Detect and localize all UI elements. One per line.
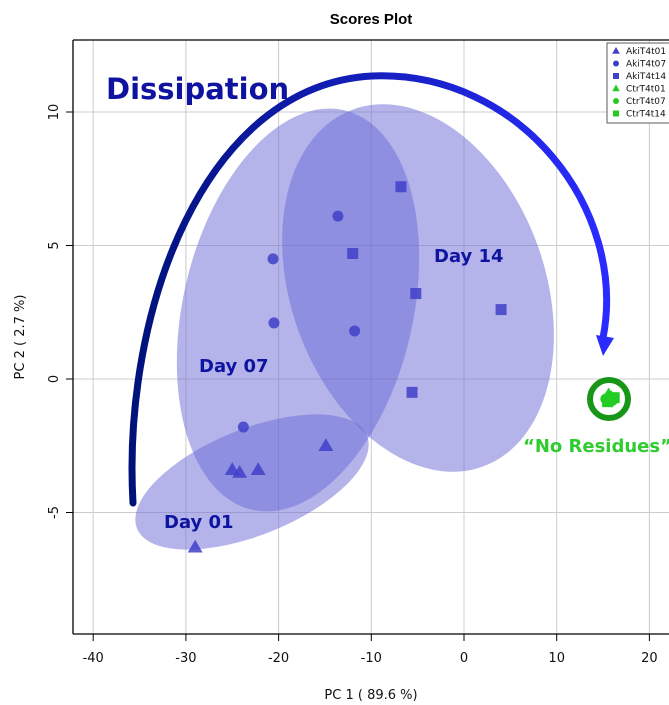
no-residues-annotation: “No Residues” (523, 436, 669, 457)
point-akit4t07 (349, 325, 361, 337)
point-akit4t01 (250, 462, 266, 476)
point-akit4t07 (267, 253, 279, 265)
legend-label-akit4t14: AkiT4t14 (626, 72, 666, 82)
legend: AkiT4t01 AkiT4t07 AkiT4t14 CtrT4t01 CtrT4t07… (606, 42, 669, 124)
point-ctrt4t14 (608, 392, 620, 404)
axis-ticks: -40 -30 -20 -10 0 10 20 -5 0 5 10 (47, 104, 658, 666)
no-residues-ring-circle (587, 377, 631, 421)
legend-marker-ctrt4t01 (612, 84, 620, 92)
ellipse-day14 (282, 104, 554, 472)
x-tick-label: 10 (548, 651, 565, 666)
point-akit4t07 (237, 421, 249, 433)
x-tick-label: -20 (268, 651, 289, 666)
chart-title: Scores Plot (330, 11, 413, 28)
legend-box (606, 42, 669, 124)
point-akit4t07 (332, 210, 344, 222)
day14-annotation: Day 14 (434, 246, 504, 267)
day01-annotation: Day 01 (164, 512, 234, 533)
day07-annotation: Day 07 (199, 356, 269, 377)
point-akit4t14 (406, 386, 418, 398)
point-akit4t14 (347, 248, 359, 260)
legend-label-ctrt4t01: CtrT4t01 (626, 85, 666, 95)
dissipation-arrow (128, 72, 614, 507)
dissipation-annotation: Dissipation (106, 72, 289, 106)
data-points (187, 181, 620, 553)
point-akit4t01 (232, 464, 248, 478)
y-tick-label: 0 (47, 375, 62, 383)
point-akit4t01 (318, 438, 334, 451)
point-akit4t01 (187, 539, 203, 553)
plot-frame (72, 39, 669, 635)
x-tick-label: 0 (460, 651, 468, 666)
y-tick-label: -5 (47, 506, 62, 519)
legend-label-akit4t07: AkiT4t07 (626, 60, 666, 70)
x-tick-label: -30 (175, 651, 196, 666)
no-residues-ring (587, 377, 631, 421)
point-akit4t14 (395, 181, 407, 193)
x-axis-label: PC 1 ( 89.6 %) (324, 688, 417, 703)
y-axis-label: PC 2 ( 2.7 %) (13, 295, 28, 380)
dissipation-arrow-head (596, 335, 614, 356)
x-tick-label: -40 (83, 651, 104, 666)
legend-marker-ctrt4t14 (613, 110, 619, 117)
confidence-ellipses (135, 104, 554, 550)
y-tick-label: 5 (47, 241, 62, 249)
legend-marker-akit4t14 (613, 73, 619, 79)
dissipation-arrow-path (128, 72, 611, 507)
legend-label-ctrt4t14: CtrT4t14 (626, 110, 666, 120)
point-akit4t14 (410, 288, 422, 300)
y-tick-label: 10 (47, 104, 62, 121)
x-tick-label: 20 (641, 651, 658, 666)
legend-marker-ctrt4t07 (613, 98, 619, 104)
legend-marker-akit4t07 (613, 60, 619, 67)
legend-label-ctrt4t07: CtrT4t07 (626, 97, 666, 107)
legend-label-akit4t01: AkiT4t01 (626, 47, 666, 57)
point-akit4t14 (495, 304, 507, 316)
x-tick-label: -10 (361, 651, 382, 666)
point-ctrt4t14 (602, 396, 614, 408)
point-akit4t07 (268, 317, 280, 329)
legend-marker-akit4t01 (612, 47, 620, 54)
